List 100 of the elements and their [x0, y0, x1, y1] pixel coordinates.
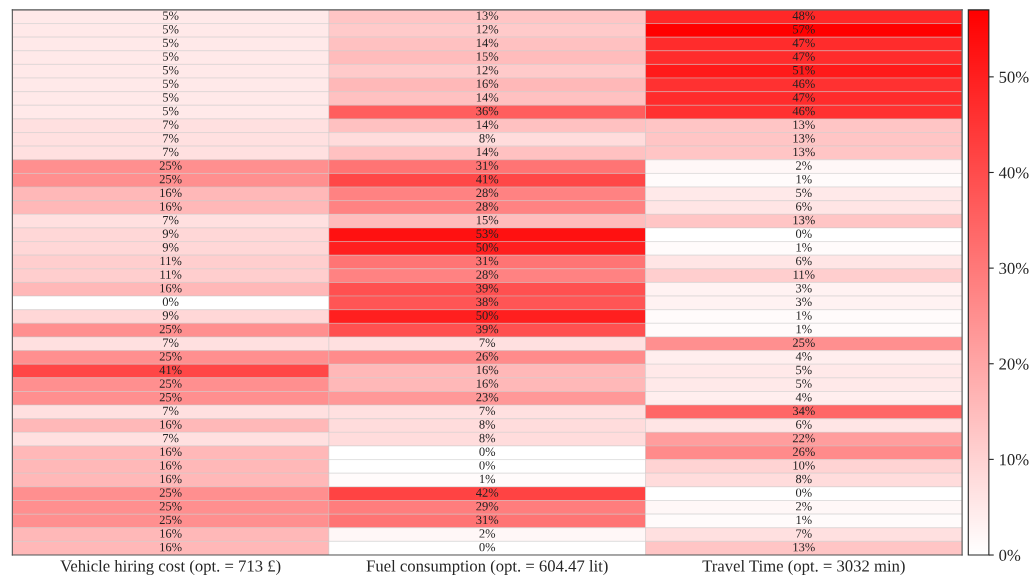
data-label: 7%	[796, 529, 812, 538]
data-label: 10%	[793, 461, 815, 470]
data-label: 6%	[796, 256, 812, 266]
data-label: 0%	[479, 447, 496, 456]
data-label: 7%	[479, 406, 496, 416]
data-label: 16%	[160, 202, 182, 211]
data-label: 47%	[792, 38, 815, 48]
data-label: 0%	[479, 461, 496, 470]
data-label: 13%	[793, 542, 815, 552]
color-bar-label: 30%	[999, 262, 1029, 275]
data-label: 1%	[796, 174, 812, 184]
data-label: 6%	[796, 420, 812, 429]
data-label: 5%	[796, 379, 812, 388]
data-label: 1%	[796, 515, 812, 525]
data-label: 7%	[163, 147, 179, 157]
color-bar-label: 50%	[999, 71, 1029, 83]
data-label: 8%	[479, 433, 496, 443]
data-label: 29%	[476, 502, 499, 511]
data-label: 28%	[476, 188, 499, 198]
data-label: 51%	[793, 65, 815, 75]
data-label: 9%	[162, 243, 179, 252]
data-label: 5%	[163, 25, 179, 34]
color-bar-label: 20%	[999, 358, 1029, 370]
data-label: 5%	[163, 38, 179, 48]
data-label: 7%	[163, 134, 179, 143]
data-label: 8%	[479, 134, 496, 143]
data-label: 16%	[476, 79, 499, 89]
data-label: 11%	[160, 256, 182, 266]
data-label: 13%	[793, 215, 815, 225]
data-label: 7%	[163, 338, 179, 347]
data-label: 5%	[163, 79, 179, 89]
data-label: 25%	[159, 379, 182, 388]
data-label: 16%	[160, 420, 182, 429]
data-label: 41%	[476, 174, 499, 184]
data-label: 13%	[793, 147, 815, 157]
data-label: 3%	[796, 297, 812, 307]
data-label: 31%	[476, 256, 499, 266]
data-label: 34%	[792, 406, 815, 416]
data-label: 9%	[162, 311, 179, 320]
data-label: 1%	[796, 311, 812, 320]
data-label: 26%	[476, 352, 499, 361]
data-label: 15%	[476, 52, 499, 61]
data-label: 57%	[793, 25, 815, 34]
data-label: 46%	[792, 79, 815, 89]
data-label: 46%	[792, 106, 815, 116]
data-label: 5%	[796, 365, 812, 375]
data-label: 1%	[796, 324, 812, 334]
data-label: 25%	[792, 338, 815, 347]
data-label: 2%	[796, 161, 812, 170]
data-label: 8%	[479, 420, 496, 429]
data-label: 41%	[159, 365, 182, 375]
data-label: 13%	[793, 120, 815, 129]
data-label: 7%	[163, 433, 179, 443]
data-label: 1%	[480, 474, 496, 484]
data-label: 25%	[159, 515, 182, 525]
data-label: 11%	[793, 270, 815, 279]
data-label: 0%	[162, 297, 179, 307]
data-label: 2%	[796, 502, 812, 511]
x-tick-label: Travel Time (opt. = 3032 min)	[702, 559, 905, 575]
data-label: 5%	[163, 65, 179, 75]
data-label: 50%	[476, 243, 499, 252]
data-label: 13%	[793, 134, 815, 143]
data-label: 14%	[476, 93, 499, 102]
data-label: 42%	[476, 488, 499, 497]
data-label: 12%	[476, 65, 499, 75]
data-label: 38%	[476, 297, 499, 307]
data-label: 4%	[795, 392, 812, 402]
data-label: 31%	[476, 161, 499, 170]
data-label: 13%	[476, 11, 499, 20]
data-label: 1%	[796, 243, 812, 252]
data-label: 3%	[796, 283, 812, 293]
data-label: 16%	[476, 365, 499, 375]
data-label: 16%	[160, 529, 182, 538]
data-label: 14%	[476, 147, 499, 157]
data-label: 47%	[792, 52, 815, 61]
data-label: 39%	[476, 324, 499, 334]
data-label: 39%	[476, 283, 499, 293]
data-label: 16%	[160, 474, 182, 484]
data-label: 25%	[159, 352, 182, 361]
data-label: 0%	[795, 488, 812, 497]
data-label: 7%	[163, 215, 179, 225]
data-label: 25%	[159, 502, 182, 511]
data-label: 16%	[160, 188, 182, 198]
data-label: 16%	[160, 447, 182, 456]
data-label: 5%	[163, 11, 179, 20]
data-label: 25%	[159, 392, 182, 402]
data-label: 9%	[162, 229, 179, 238]
data-label: 26%	[792, 447, 815, 456]
data-label: 25%	[159, 488, 182, 497]
data-label: 22%	[792, 433, 815, 443]
data-label: 31%	[476, 515, 499, 525]
data-label: 15%	[476, 215, 499, 225]
data-label: 16%	[160, 283, 182, 293]
data-label: 7%	[479, 338, 496, 347]
data-label: 25%	[159, 174, 182, 184]
data-label: 16%	[160, 542, 182, 552]
data-label: 25%	[159, 161, 182, 170]
data-label: 8%	[795, 474, 812, 484]
data-label: 50%	[476, 311, 499, 320]
data-label: 2%	[479, 529, 496, 538]
